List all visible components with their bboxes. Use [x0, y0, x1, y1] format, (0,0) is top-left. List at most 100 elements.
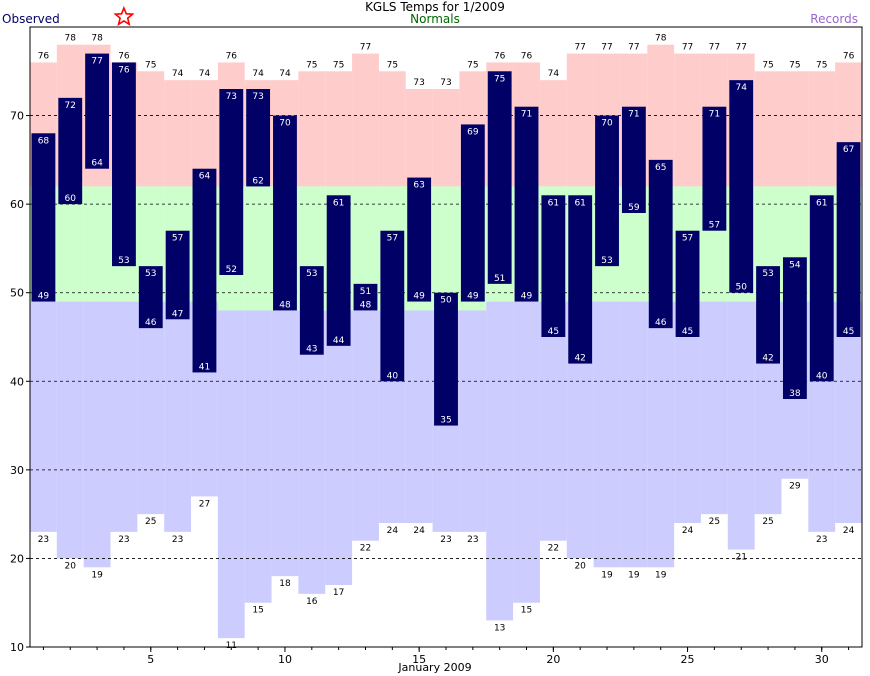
- observed-low-label: 38: [789, 389, 801, 399]
- observed-low-label: 60: [65, 194, 77, 204]
- record-high-band: [298, 71, 326, 187]
- record-high-label: 77: [735, 43, 746, 53]
- record-low-label: 24: [387, 526, 399, 536]
- record-low-label: 21: [735, 553, 746, 563]
- record-high-label: 73: [413, 78, 424, 88]
- x-tick-label: 20: [546, 653, 560, 666]
- record-high-band: [781, 71, 809, 187]
- record-high-label: 75: [306, 60, 317, 70]
- x-axis-label: January 2009: [398, 661, 472, 674]
- observed-bar: [487, 71, 512, 284]
- observed-bar: [192, 168, 217, 373]
- observed-bar: [782, 257, 807, 399]
- observed-low-label: 40: [816, 371, 828, 381]
- y-tick-label: 20: [10, 552, 24, 565]
- observed-low-label: 57: [709, 221, 720, 231]
- observed-high-label: 68: [38, 136, 50, 146]
- record-low-label: 24: [413, 526, 425, 536]
- observed-high-label: 73: [226, 92, 237, 102]
- observed-bar: [138, 266, 163, 329]
- observed-bar: [407, 177, 432, 302]
- record-low-band: [700, 301, 728, 515]
- observed-low-label: 52: [226, 265, 237, 275]
- record-high-band: [325, 71, 353, 187]
- record-high-label: 78: [91, 34, 103, 44]
- observed-low-label: 45: [843, 327, 854, 337]
- observed-low-label: 59: [628, 203, 640, 213]
- record-low-band: [244, 310, 272, 603]
- observed-high-label: 53: [762, 269, 773, 279]
- record-low-label: 18: [279, 579, 291, 589]
- record-low-band: [593, 301, 621, 568]
- y-tick-label: 60: [10, 198, 24, 211]
- observed-low-label: 53: [601, 256, 612, 266]
- record-low-band: [56, 301, 84, 559]
- observed-high-label: 71: [521, 110, 532, 120]
- observed-high-label: 50: [440, 296, 452, 306]
- observed-bar: [165, 230, 190, 320]
- observed-high-label: 53: [145, 269, 156, 279]
- y-tick-label: 30: [10, 464, 24, 477]
- y-tick-label: 40: [10, 375, 24, 388]
- record-low-label: 23: [118, 535, 129, 545]
- observed-bar: [31, 133, 56, 302]
- observed-low-label: 44: [333, 336, 345, 346]
- record-low-band: [405, 310, 433, 523]
- observed-bar: [702, 106, 727, 231]
- record-low-band: [513, 301, 540, 603]
- observed-bar: [648, 159, 673, 329]
- record-low-label: 23: [172, 535, 183, 545]
- record-low-label: 23: [467, 535, 478, 545]
- observed-low-label: 48: [279, 300, 291, 310]
- record-low-label: 24: [843, 526, 855, 536]
- record-low-band: [137, 301, 165, 515]
- record-high-band: [754, 71, 782, 187]
- observed-bar: [809, 195, 834, 382]
- y-tick-label: 10: [10, 641, 24, 654]
- observed-high-label: 71: [709, 110, 720, 120]
- record-low-band: [459, 310, 487, 532]
- record-high-band: [539, 80, 567, 187]
- record-high-label: 77: [360, 43, 371, 53]
- observed-bar: [595, 115, 619, 267]
- normals-legend-label: Normals: [410, 12, 460, 26]
- record-low-band: [620, 301, 648, 568]
- observed-low-label: 43: [306, 345, 317, 355]
- observed-bar: [836, 142, 861, 337]
- normal-band: [432, 186, 460, 311]
- observed-bar: [756, 266, 780, 364]
- observed-bar: [675, 230, 700, 337]
- observed-high-label: 57: [387, 234, 398, 244]
- record-high-label: 74: [172, 69, 184, 79]
- normal-band: [56, 186, 84, 302]
- observed-low-label: 35: [440, 416, 451, 426]
- x-tick-label: 25: [681, 653, 695, 666]
- record-high-band: [378, 71, 406, 187]
- record-high-label: 75: [762, 60, 773, 70]
- observed-high-label: 54: [789, 260, 801, 270]
- record-low-band: [110, 301, 138, 532]
- record-low-label: 20: [65, 561, 77, 571]
- observed-low-label: 40: [387, 371, 399, 381]
- observed-bar: [621, 106, 646, 213]
- record-high-label: 73: [440, 78, 451, 88]
- observed-low-label: 50: [735, 283, 747, 293]
- record-low-label: 23: [816, 535, 827, 545]
- observed-high-label: 51: [360, 287, 371, 297]
- observed-bar: [85, 53, 110, 169]
- record-high-label: 75: [816, 60, 827, 70]
- observed-low-label: 45: [682, 327, 693, 337]
- record-low-label: 19: [601, 570, 613, 580]
- observed-low-label: 49: [413, 292, 425, 302]
- record-high-label: 76: [521, 51, 533, 61]
- observed-low-label: 49: [38, 292, 50, 302]
- observed-low-label: 64: [91, 159, 103, 169]
- record-low-label: 16: [306, 597, 318, 607]
- observed-high-label: 57: [682, 234, 693, 244]
- record-high-label: 75: [145, 60, 156, 70]
- record-low-label: 24: [682, 526, 694, 536]
- record-high-label: 75: [789, 60, 800, 70]
- record-low-band: [164, 301, 192, 532]
- record-high-band: [674, 53, 701, 187]
- observed-high-label: 71: [628, 110, 639, 120]
